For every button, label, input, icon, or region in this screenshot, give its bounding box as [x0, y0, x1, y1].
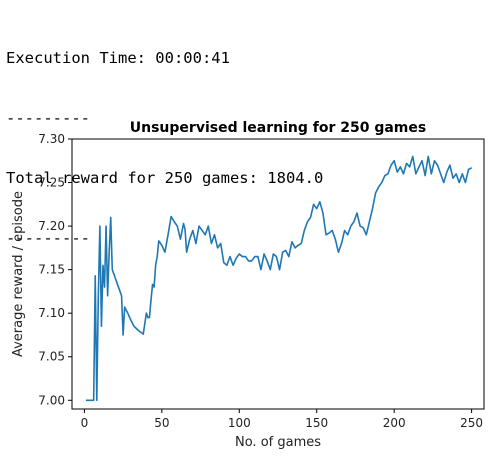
separator-line: ---------: [6, 109, 90, 127]
x-tick-label: 150: [305, 416, 328, 430]
y-tick-label: 7.20: [38, 219, 65, 233]
y-tick-label: 7.10: [38, 306, 65, 320]
execution-time-line: Execution Time: 00:00:41: [6, 49, 230, 67]
x-tick-label: 200: [383, 416, 406, 430]
y-axis-ticks: 7.00 7.05 7.10 7.15 7.20 7.25 7.30: [38, 132, 72, 407]
x-tick-label: 100: [228, 416, 251, 430]
y-tick-label: 7.05: [38, 350, 65, 364]
x-axis-label: No. of games: [235, 435, 321, 450]
x-axis-ticks: 0 50 100 150 200 250: [81, 409, 483, 430]
x-tick-label: 250: [460, 416, 483, 430]
y-tick-label: 7.00: [38, 393, 65, 407]
y-axis-label: Average reward / episode: [11, 191, 26, 357]
y-tick-label: 7.30: [38, 132, 65, 146]
plot-frame: [71, 138, 485, 410]
total-reward-line: Total reward for 250 games: 1804.0: [6, 169, 324, 187]
series-line: [85, 155, 473, 402]
y-tick-label: 7.25: [38, 176, 65, 190]
x-tick-label: 0: [81, 416, 89, 430]
console-output: Execution Time: 00:00:41 --------- Total…: [6, 8, 323, 268]
chart-title: Unsupervised learning for 250 games: [130, 120, 426, 136]
separator-line: ---------: [6, 229, 90, 247]
x-tick-label: 50: [154, 416, 169, 430]
y-tick-label: 7.15: [38, 263, 65, 277]
